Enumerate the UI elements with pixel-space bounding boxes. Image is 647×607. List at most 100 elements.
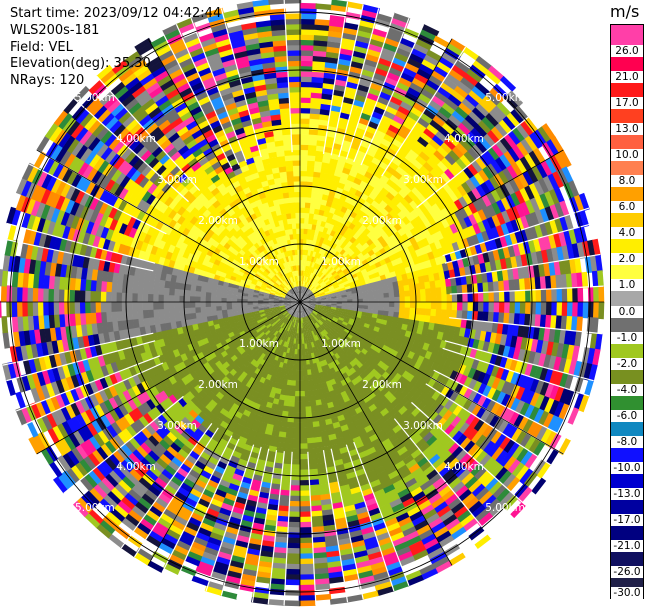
velocity-gate [366, 286, 373, 292]
velocity-gate [314, 269, 319, 275]
velocity-gate [462, 456, 476, 470]
velocity-gate [461, 310, 468, 321]
velocity-gate [524, 117, 539, 134]
velocity-gate [481, 494, 497, 510]
velocity-gate [331, 302, 337, 305]
velocity-gate [323, 151, 333, 159]
velocity-gate [322, 262, 329, 269]
velocity-gate [313, 291, 319, 295]
velocity-gate [384, 272, 392, 280]
velocity-gate [331, 296, 337, 299]
velocity-gate [300, 223, 305, 229]
velocity-gate [520, 120, 535, 137]
velocity-gate [312, 60, 327, 68]
velocity-gate [466, 68, 483, 83]
velocity-gate [438, 324, 446, 334]
velocity-gate [389, 187, 399, 198]
velocity-gate [337, 246, 344, 254]
velocity-gate [322, 156, 332, 164]
velocity-gate [491, 214, 502, 228]
velocity-gate [320, 305, 327, 308]
velocity-gate [317, 187, 325, 195]
velocity-gate [322, 82, 336, 90]
velocity-gate [312, 310, 318, 315]
velocity-gate [446, 333, 455, 344]
velocity-gate [524, 135, 539, 152]
velocity-gate [309, 313, 315, 319]
velocity-gate [439, 197, 451, 209]
velocity-gate [451, 110, 466, 124]
velocity-gate [542, 175, 555, 193]
velocity-gate [515, 159, 528, 175]
velocity-gate [483, 133, 497, 148]
velocity-gate [337, 319, 344, 324]
velocity-gate [306, 289, 311, 295]
velocity-gate [339, 325, 346, 331]
velocity-gate [503, 312, 510, 325]
velocity-gate [425, 308, 432, 317]
velocity-gate [516, 141, 530, 158]
velocity-gate [507, 346, 516, 360]
velocity-gate [337, 240, 344, 248]
velocity-gate [384, 37, 401, 48]
velocity-gate [417, 117, 431, 129]
velocity-gate [387, 282, 394, 289]
velocity-gate [312, 268, 317, 274]
velocity-gate [474, 487, 490, 502]
velocity-gate [392, 281, 399, 288]
velocity-gate [354, 267, 362, 274]
velocity-gate [311, 187, 319, 194]
velocity-gate [307, 228, 312, 235]
velocity-gate [301, 280, 304, 287]
velocity-gate [462, 365, 472, 378]
velocity-gate [425, 421, 437, 433]
velocity-gate [314, 251, 320, 258]
velocity-gate [355, 221, 364, 229]
velocity-gate [392, 332, 400, 341]
velocity-gate [401, 273, 409, 281]
velocity-gate [519, 450, 534, 467]
velocity-gate [320, 167, 329, 174]
velocity-gate [416, 355, 425, 365]
velocity-gate [553, 401, 565, 419]
velocity-gate [566, 344, 575, 361]
velocity-gate [529, 197, 541, 213]
velocity-gate [499, 235, 509, 249]
velocity-gate [568, 359, 578, 377]
velocity-gate [390, 62, 406, 73]
velocity-gate [307, 155, 316, 162]
velocity-gate [509, 290, 516, 303]
velocity-gate [387, 311, 395, 318]
velocity-gate [491, 143, 505, 159]
velocity-gate [352, 159, 363, 169]
velocity-gate [287, 411, 295, 418]
velocity-gate [455, 449, 468, 463]
velocity-gate [336, 337, 344, 344]
velocity-gate [299, 521, 312, 528]
velocity-gate [195, 306, 201, 313]
velocity-gate [332, 326, 339, 332]
velocity-gate [361, 338, 369, 346]
velocity-gate [547, 415, 559, 432]
velocity-gate [446, 457, 460, 471]
velocity-gate [443, 438, 456, 452]
velocity-gate [460, 275, 468, 286]
velocity-gate [452, 146, 465, 159]
velocity-gate [371, 28, 389, 39]
velocity-gate [336, 297, 343, 301]
velocity-gate [298, 563, 314, 570]
velocity-gate [379, 52, 396, 63]
velocity-gate [453, 465, 467, 479]
velocity-gate [328, 275, 335, 281]
velocity-gate [452, 404, 463, 417]
velocity-gate [363, 335, 371, 342]
velocity-gate [508, 313, 515, 326]
velocity-gate [414, 206, 424, 217]
velocity-gate [551, 288, 558, 304]
velocity-gate [325, 304, 332, 308]
velocity-gate [366, 48, 383, 59]
velocity-gate [510, 371, 520, 386]
velocity-gate [324, 308, 331, 312]
velocity-gate [383, 133, 396, 144]
velocity-gate [336, 295, 342, 299]
